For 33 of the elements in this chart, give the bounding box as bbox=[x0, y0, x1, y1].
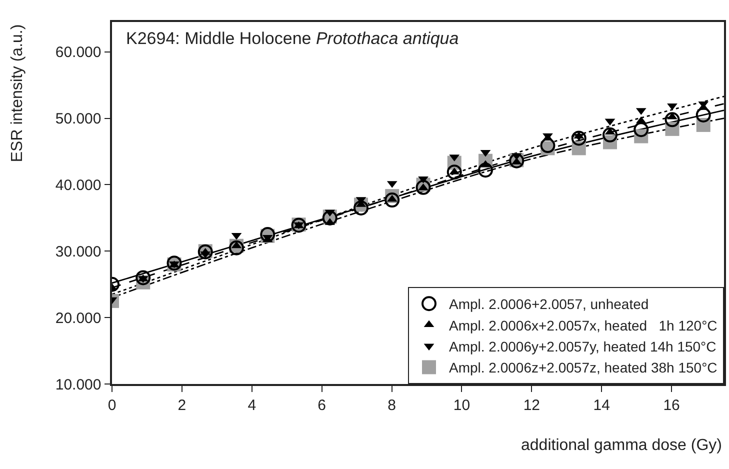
x-tick-label: 16 bbox=[663, 396, 680, 414]
point bbox=[416, 180, 431, 195]
x-tick-label: 4 bbox=[248, 396, 256, 414]
legend-label: Ampl. 2.0006z+2.0057z, heated 38h 150°C bbox=[449, 360, 718, 376]
chart-title: K2694: Middle Holocene Protothaca antiqua bbox=[126, 29, 459, 48]
point bbox=[696, 107, 711, 122]
x-tick-label: 2 bbox=[178, 396, 186, 414]
x-tick-label: 0 bbox=[108, 396, 116, 414]
point bbox=[540, 138, 556, 154]
x-tick-label: 10 bbox=[453, 396, 470, 414]
point bbox=[384, 192, 400, 208]
point bbox=[667, 103, 678, 110]
x-axis-title: additional gamma dose (Gy) bbox=[521, 437, 722, 454]
y-tick-label: 10.000 bbox=[55, 376, 102, 394]
point bbox=[571, 130, 586, 146]
legend-label: Ampl. 2.0006x+2.0057x, heated 1h 120°C bbox=[449, 317, 718, 334]
y-tick-label: 60.000 bbox=[55, 44, 102, 62]
x-tick-label: 12 bbox=[523, 396, 540, 414]
legend-label: Ampl. 2.0006+2.0057, unheated bbox=[449, 296, 649, 312]
y-axis-title: ESR intensity (a.u.) bbox=[9, 24, 26, 162]
y-tick-label: 40.000 bbox=[55, 176, 102, 194]
y-tick-label: 50.000 bbox=[55, 110, 102, 128]
point bbox=[478, 162, 493, 178]
x-tick-label: 6 bbox=[318, 396, 326, 414]
x-tick-label: 14 bbox=[593, 396, 610, 414]
point bbox=[602, 127, 618, 142]
legend-label: Ampl. 2.0006y+2.0057y, heated 14h 150°C bbox=[449, 338, 716, 354]
point bbox=[664, 112, 680, 128]
x-tick-label: 8 bbox=[388, 396, 396, 414]
point bbox=[354, 200, 368, 216]
y-tick-label: 30.000 bbox=[55, 243, 102, 260]
point bbox=[634, 122, 649, 138]
y-tick-label: 20.000 bbox=[55, 310, 102, 327]
